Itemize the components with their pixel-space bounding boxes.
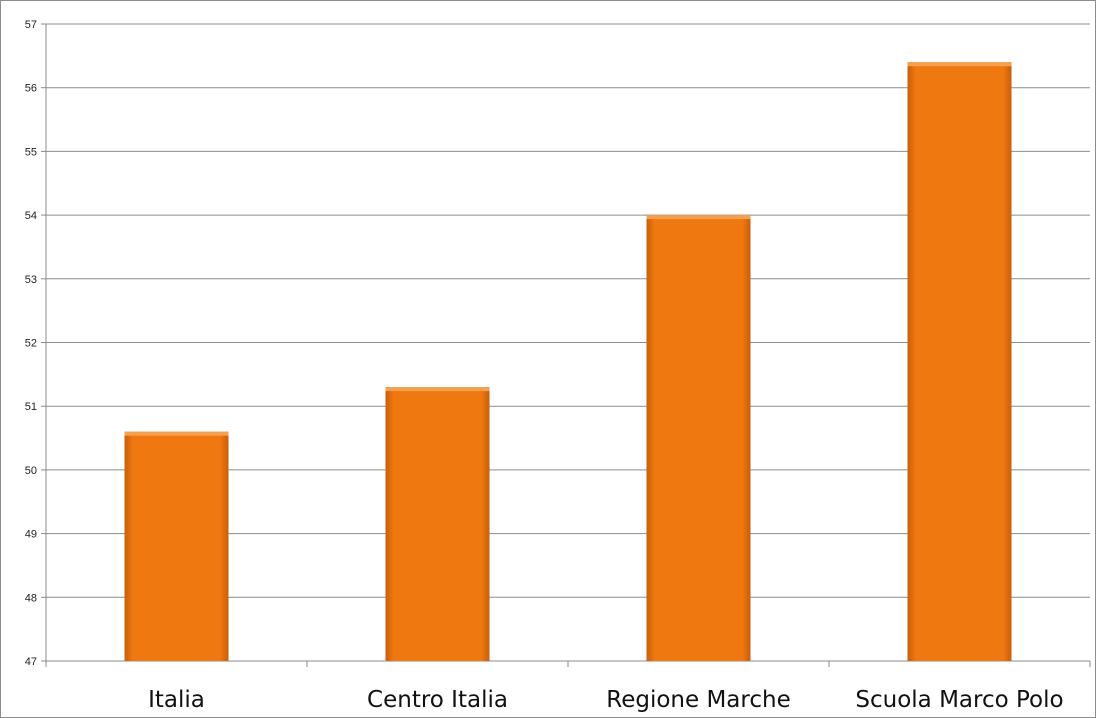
- x-category-label: Centro Italia: [367, 687, 508, 713]
- y-tick-label: 50: [25, 465, 37, 477]
- bar-regione-marche: [646, 215, 751, 661]
- bar-top-highlight: [907, 62, 1012, 67]
- bar-top-highlight: [646, 215, 751, 220]
- y-tick-label: 51: [25, 401, 37, 413]
- y-tick-label: 47: [25, 656, 37, 668]
- bar-top-highlight: [385, 387, 490, 392]
- y-tick-label: 56: [25, 83, 37, 95]
- y-tick-label: 54: [25, 210, 37, 222]
- y-tick-label: 55: [25, 146, 37, 158]
- x-category-label: Italia: [148, 687, 205, 713]
- bar-italia: [124, 431, 229, 661]
- x-category-label: Scuola Marco Polo: [855, 687, 1063, 713]
- bars: [124, 62, 1012, 662]
- y-tick-label: 49: [25, 529, 37, 541]
- bar-scuola-marco-polo: [907, 62, 1012, 662]
- labels: 47 48 49 50 51 52 53 54 55 56 57 Italia Centro Itali…: [25, 19, 1064, 713]
- y-tick-label: 48: [25, 592, 37, 604]
- x-category-label: Regione Marche: [606, 687, 790, 713]
- bar-centro-italia: [385, 387, 490, 661]
- bar-top-highlight: [124, 431, 229, 436]
- y-tick-label: 52: [25, 338, 37, 350]
- y-tick-label: 53: [25, 274, 37, 286]
- y-tick-label: 57: [25, 19, 37, 31]
